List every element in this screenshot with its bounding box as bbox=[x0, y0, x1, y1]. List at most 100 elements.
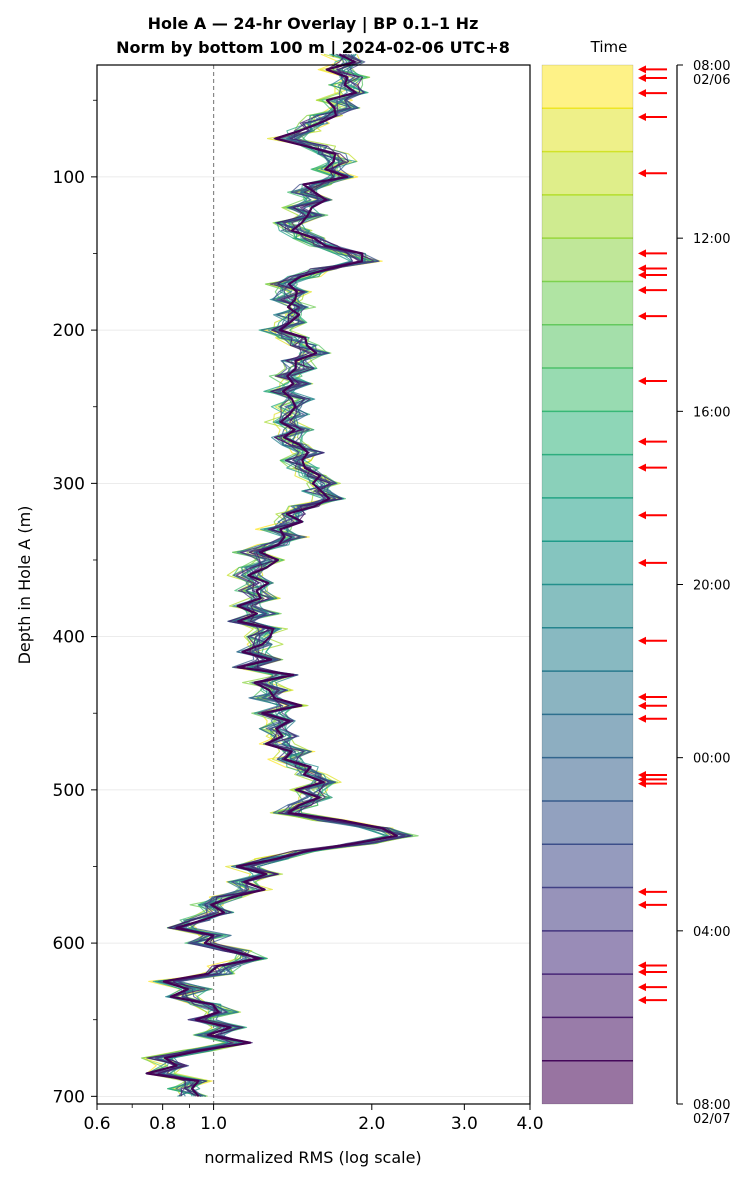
event-arrow-head bbox=[638, 264, 646, 273]
colorbar-band bbox=[542, 714, 633, 758]
colorbar-band bbox=[542, 281, 633, 325]
x-tick-label: 0.6 bbox=[83, 1114, 110, 1134]
event-arrow bbox=[638, 983, 667, 992]
event-arrow-head bbox=[638, 89, 646, 98]
x-tick-label: 2.0 bbox=[358, 1114, 385, 1134]
event-arrow bbox=[638, 779, 667, 788]
time-tick-label: 04:00 bbox=[693, 925, 730, 940]
event-arrow bbox=[638, 112, 667, 121]
y-tick-label: 300 bbox=[53, 474, 85, 494]
event-arrow bbox=[638, 511, 667, 520]
colorbar-band bbox=[542, 238, 633, 282]
event-arrow-head bbox=[638, 169, 646, 178]
event-arrow-head bbox=[638, 312, 646, 321]
colorbar-label: Time bbox=[590, 38, 628, 56]
time-tick-label: 16:00 bbox=[693, 405, 730, 420]
y-axis: 100 200 300 400 500 600 700 bbox=[53, 99, 97, 1107]
y-tick-label: 600 bbox=[53, 934, 85, 954]
colorbar-band bbox=[542, 194, 633, 239]
event-arrow bbox=[638, 967, 667, 976]
event-arrow-head bbox=[638, 967, 646, 976]
y-tick-label: 400 bbox=[53, 628, 85, 648]
event-arrow bbox=[638, 900, 667, 909]
y-tick-label: 500 bbox=[53, 781, 85, 801]
colorbar-band bbox=[542, 324, 633, 369]
event-arrow bbox=[638, 636, 667, 645]
event-arrow-head bbox=[638, 779, 646, 788]
event-arrow bbox=[638, 270, 667, 279]
event-arrow-head bbox=[638, 558, 646, 567]
event-arrow bbox=[638, 286, 667, 295]
event-arrow-head bbox=[638, 636, 646, 645]
x-tick-label: 0.8 bbox=[149, 1114, 176, 1134]
event-arrow-head bbox=[638, 249, 646, 258]
time-tick-sublabel: 02/07 bbox=[693, 1112, 730, 1127]
colorbar-band bbox=[542, 584, 633, 628]
event-arrow-head bbox=[638, 983, 646, 992]
event-arrow-head bbox=[638, 511, 646, 520]
colorbar-band bbox=[542, 757, 633, 801]
time-tick-label: 20:00 bbox=[693, 579, 730, 594]
colorbar-band bbox=[542, 151, 633, 195]
event-arrow bbox=[638, 463, 667, 472]
colorbar-band bbox=[542, 887, 633, 931]
colorbar-band bbox=[542, 1060, 633, 1104]
series-line bbox=[158, 53, 393, 1097]
event-arrow-head bbox=[638, 437, 646, 446]
event-arrow-head bbox=[638, 714, 646, 723]
y-tick-label: 100 bbox=[53, 168, 85, 188]
event-arrow bbox=[638, 169, 667, 178]
colorbar-frame bbox=[541, 64, 634, 1105]
x-axis-label: normalized RMS (log scale) bbox=[204, 1148, 421, 1167]
event-arrow bbox=[638, 73, 667, 82]
x-tick-label: 1.0 bbox=[200, 1114, 227, 1134]
event-arrow bbox=[638, 437, 667, 446]
event-arrow-head bbox=[638, 701, 646, 710]
event-arrow bbox=[638, 312, 667, 321]
event-arrow bbox=[638, 65, 667, 74]
plot-frame bbox=[96, 64, 531, 1105]
event-arrow bbox=[638, 377, 667, 386]
event-arrow-head bbox=[638, 996, 646, 1005]
event-arrows bbox=[638, 65, 667, 1005]
event-arrow-head bbox=[638, 112, 646, 121]
event-arrow bbox=[638, 714, 667, 723]
event-arrow-head bbox=[638, 887, 646, 896]
colorbar-band bbox=[542, 974, 633, 1018]
time-axis: 08:0002/0612:0016:0020:0000:0004:0008:00… bbox=[676, 59, 730, 1127]
event-arrow-head bbox=[638, 286, 646, 295]
colorbar-band bbox=[542, 497, 633, 542]
colorbar-band bbox=[542, 800, 633, 845]
colorbar-band bbox=[542, 671, 633, 715]
event-arrow bbox=[638, 249, 667, 258]
y-tick-label: 200 bbox=[53, 321, 85, 341]
colorbar-band bbox=[542, 368, 633, 412]
x-axis: 0.6 0.8 1.0 2.0 3.0 4.0 bbox=[83, 1104, 544, 1134]
time-tick-label: 00:00 bbox=[693, 752, 730, 767]
colorbar-band bbox=[542, 627, 633, 672]
event-arrow bbox=[638, 701, 667, 710]
event-arrow-head bbox=[638, 270, 646, 279]
colorbar-band bbox=[542, 930, 633, 975]
event-arrow bbox=[638, 89, 667, 98]
plot-area bbox=[96, 53, 531, 1105]
event-arrow bbox=[638, 996, 667, 1005]
series-line bbox=[145, 53, 398, 1098]
event-arrow bbox=[638, 887, 667, 896]
chart-title: Hole A — 24-hr Overlay | BP 0.1–1 Hz bbox=[148, 14, 479, 34]
colorbar-band bbox=[542, 844, 633, 888]
time-tick-label: 08:00 bbox=[693, 59, 730, 74]
event-arrow-head bbox=[638, 961, 646, 970]
colorbar-band bbox=[542, 411, 633, 455]
y-axis-label: Depth in Hole A (m) bbox=[15, 506, 34, 665]
colorbar-band bbox=[542, 454, 633, 498]
time-tick-sublabel: 02/06 bbox=[693, 73, 730, 88]
event-arrow-head bbox=[638, 463, 646, 472]
y-tick-label: 700 bbox=[53, 1087, 85, 1107]
event-arrow-head bbox=[638, 65, 646, 74]
event-arrow-head bbox=[638, 73, 646, 82]
colorbar-band bbox=[542, 108, 633, 152]
colorbar-band bbox=[542, 1017, 633, 1061]
event-arrow bbox=[638, 693, 667, 702]
